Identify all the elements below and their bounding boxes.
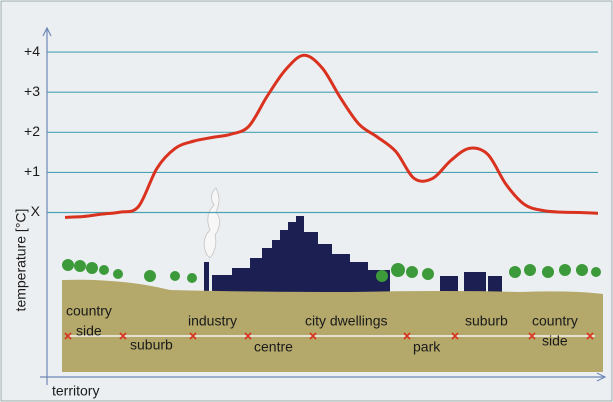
ground (62, 279, 603, 372)
y-tick-label: X (31, 203, 41, 219)
buildings (204, 216, 502, 292)
place-label: suburb (130, 337, 173, 353)
y-tick-label: +3 (24, 83, 40, 99)
axes (40, 26, 607, 385)
y-tick-label: +2 (24, 123, 40, 139)
temperature-line (64, 53, 599, 219)
place-label: city dwellings (305, 313, 387, 329)
place-label: park (413, 339, 441, 355)
trees (62, 259, 601, 283)
smoke (203, 187, 221, 259)
landscape (62, 187, 603, 372)
place-label: country (532, 313, 578, 329)
y-tick-label: +4 (24, 43, 40, 59)
place-label: side (542, 333, 568, 349)
place-label: suburb (465, 313, 508, 329)
y-axis-label: temperature [°C] (13, 209, 29, 312)
place-label: industry (188, 313, 237, 329)
place-markers (64, 332, 594, 340)
place-label: country (66, 303, 112, 319)
place-label: side (76, 323, 102, 339)
y-tick-label: +1 (24, 163, 40, 179)
place-label: centre (254, 339, 293, 355)
x-axis-label: territory (52, 383, 99, 399)
